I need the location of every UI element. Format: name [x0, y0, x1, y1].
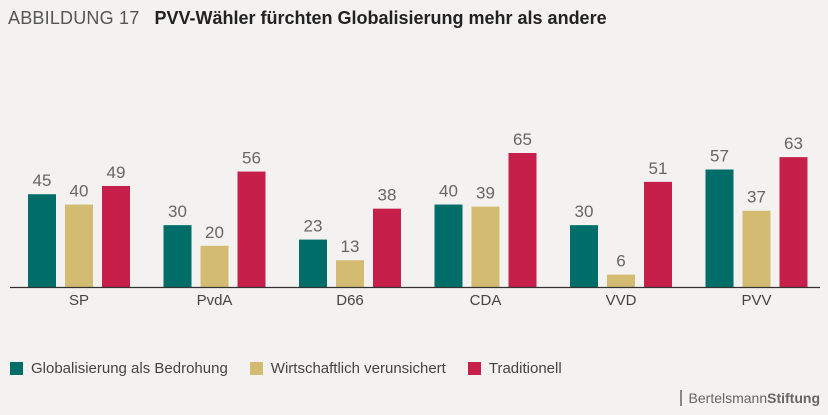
bar-d66-1 — [336, 260, 364, 287]
bar-vvd-0 — [570, 225, 598, 287]
data-label-d66-1: 13 — [341, 237, 360, 256]
bar-pvv-1 — [742, 210, 771, 287]
bar-d66-2 — [373, 208, 401, 287]
legend-item-traditionell: Traditionell — [467, 360, 562, 377]
data-label-sp-0: 45 — [33, 171, 52, 190]
data-label-vvd-2: 51 — [649, 159, 668, 178]
data-label-pvda-1: 20 — [205, 223, 224, 242]
bar-cda-1 — [471, 206, 500, 287]
data-label-d66-0: 23 — [304, 217, 323, 236]
legend: Globalisierung als Bedrohung Wirtschaftl… — [10, 360, 584, 377]
figure-header: ABBILDUNG 17 PVV-Wähler fürchten Globali… — [8, 8, 607, 29]
bar-d66-0 — [299, 239, 327, 287]
data-label-d66-2: 38 — [378, 186, 397, 205]
legend-label-traditionell: Traditionell — [488, 360, 562, 377]
category-label-sp: SP — [69, 292, 89, 309]
category-label-pvv: PVV — [741, 292, 771, 309]
legend-swatch-globalisierung — [10, 362, 23, 375]
figure-label: ABBILDUNG 17 — [8, 8, 140, 28]
brand-part2: Stiftung — [767, 390, 820, 406]
bar-cda-0 — [434, 204, 463, 287]
bar-pvda-2 — [237, 171, 266, 287]
data-label-sp-2: 49 — [107, 163, 126, 182]
brand-part1: Bertelsmann — [688, 390, 768, 406]
bar-sp-2 — [102, 185, 130, 287]
bar-chart: 45 40 49 SP 30 20 56 PvdA 23 13 38 D66 40 39 65 CDA 30 6 5… — [10, 130, 820, 309]
bar-cda-2 — [508, 153, 537, 287]
data-label-pvda-0: 30 — [168, 202, 187, 221]
bar-vvd-1 — [607, 274, 635, 287]
legend-label-globalisierung: Globalisierung als Bedrohung — [31, 360, 228, 377]
chart-title: PVV-Wähler fürchten Globalisierung mehr … — [154, 8, 607, 28]
bar-sp-0 — [28, 194, 56, 287]
data-label-vvd-1: 6 — [616, 252, 625, 271]
legend-swatch-wirtschaftlich — [249, 362, 263, 375]
data-label-sp-1: 40 — [70, 182, 89, 201]
bar-pvda-1 — [200, 245, 229, 287]
legend-item-globalisierung: Globalisierung als Bedrohung — [10, 360, 228, 377]
data-label-cda-2: 65 — [513, 130, 532, 149]
category-label-vvd: VVD — [606, 292, 637, 309]
category-label-pvda: PvdA — [197, 292, 233, 309]
bar-pvv-2 — [779, 157, 808, 287]
bar-pvv-0 — [705, 169, 734, 287]
data-label-pvv-1: 37 — [747, 188, 766, 207]
brand-logo: BertelsmannStiftung — [679, 390, 820, 406]
data-label-pvv-2: 63 — [784, 134, 803, 153]
legend-item-wirtschaftlich: Wirtschaftlich verunsichert — [249, 360, 446, 377]
data-label-pvda-2: 56 — [242, 149, 261, 168]
legend-label-wirtschaftlich: Wirtschaftlich verunsichert — [270, 360, 446, 377]
data-label-cda-0: 40 — [439, 182, 458, 201]
legend-swatch-traditionell — [467, 362, 481, 375]
category-label-d66: D66 — [336, 292, 364, 309]
data-label-vvd-0: 30 — [575, 202, 594, 221]
data-label-pvv-0: 57 — [710, 146, 729, 165]
category-label-cda: CDA — [470, 292, 502, 309]
data-label-cda-1: 39 — [476, 184, 495, 203]
bar-sp-1 — [65, 204, 93, 287]
bar-pvda-0 — [163, 225, 192, 287]
bar-vvd-2 — [644, 181, 672, 287]
